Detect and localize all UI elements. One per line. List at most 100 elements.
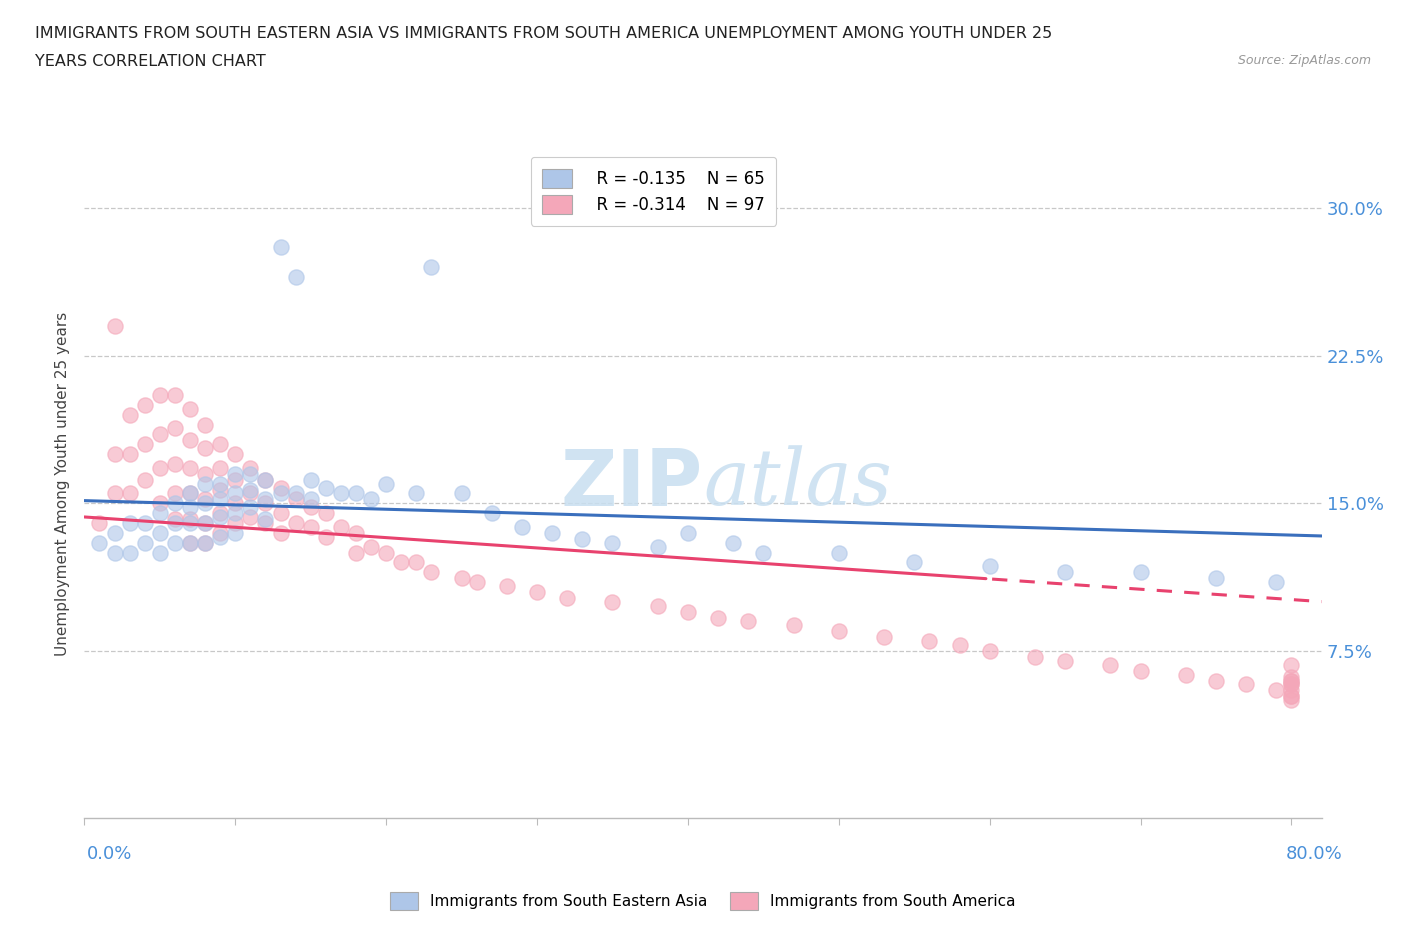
- Point: [782, 618, 804, 632]
- Point: [209, 492, 232, 507]
- Point: [1054, 654, 1077, 669]
- Point: [179, 499, 201, 514]
- Point: [284, 270, 307, 285]
- Point: [752, 545, 775, 560]
- Point: [420, 259, 443, 274]
- Point: [134, 437, 156, 452]
- Point: [209, 525, 232, 540]
- Point: [1281, 683, 1303, 698]
- Point: [209, 437, 232, 452]
- Point: [149, 460, 172, 475]
- Point: [360, 539, 382, 554]
- Point: [1174, 667, 1197, 682]
- Legend: Immigrants from South Eastern Asia, Immigrants from South America: Immigrants from South Eastern Asia, Immi…: [382, 884, 1024, 918]
- Point: [299, 492, 322, 507]
- Point: [118, 515, 141, 530]
- Point: [254, 512, 277, 526]
- Point: [179, 536, 201, 551]
- Point: [903, 555, 925, 570]
- Point: [329, 520, 352, 535]
- Point: [465, 575, 488, 590]
- Point: [163, 421, 186, 436]
- Point: [450, 486, 472, 501]
- Point: [707, 610, 730, 625]
- Point: [224, 496, 246, 511]
- Point: [602, 594, 624, 609]
- Point: [344, 525, 367, 540]
- Point: [239, 482, 262, 497]
- Point: [179, 515, 201, 530]
- Point: [239, 499, 262, 514]
- Point: [118, 446, 141, 461]
- Point: [239, 466, 262, 481]
- Point: [526, 584, 548, 599]
- Point: [270, 240, 292, 255]
- Point: [103, 486, 125, 501]
- Point: [103, 545, 125, 560]
- Point: [284, 492, 307, 507]
- Point: [270, 525, 292, 540]
- Point: [270, 480, 292, 495]
- Point: [270, 486, 292, 501]
- Point: [209, 460, 232, 475]
- Point: [149, 427, 172, 442]
- Point: [1129, 565, 1152, 579]
- Point: [1265, 575, 1288, 590]
- Point: [299, 472, 322, 487]
- Point: [375, 545, 398, 560]
- Point: [721, 536, 744, 551]
- Point: [420, 565, 443, 579]
- Text: ZIP: ZIP: [561, 445, 703, 522]
- Point: [1281, 693, 1303, 708]
- Point: [1129, 663, 1152, 678]
- Point: [1024, 649, 1046, 664]
- Point: [194, 492, 217, 507]
- Point: [389, 555, 412, 570]
- Text: 80.0%: 80.0%: [1286, 844, 1343, 863]
- Point: [163, 457, 186, 472]
- Point: [571, 531, 593, 546]
- Point: [1281, 689, 1303, 704]
- Point: [224, 506, 246, 521]
- Point: [209, 510, 232, 525]
- Point: [873, 630, 896, 644]
- Point: [299, 499, 322, 514]
- Point: [510, 520, 533, 535]
- Point: [979, 644, 1001, 658]
- Point: [1281, 673, 1303, 688]
- Point: [1281, 677, 1303, 692]
- Point: [676, 525, 699, 540]
- Point: [224, 446, 246, 461]
- Point: [118, 545, 141, 560]
- Point: [209, 529, 232, 544]
- Point: [284, 486, 307, 501]
- Point: [134, 397, 156, 412]
- Point: [194, 441, 217, 456]
- Point: [1234, 677, 1257, 692]
- Point: [239, 486, 262, 501]
- Point: [89, 536, 111, 551]
- Point: [163, 536, 186, 551]
- Point: [979, 559, 1001, 574]
- Point: [1281, 689, 1303, 704]
- Point: [179, 402, 201, 417]
- Point: [1281, 658, 1303, 672]
- Point: [495, 578, 517, 593]
- Point: [194, 536, 217, 551]
- Point: [103, 319, 125, 334]
- Point: [134, 515, 156, 530]
- Point: [737, 614, 759, 629]
- Point: [194, 515, 217, 530]
- Point: [163, 496, 186, 511]
- Point: [602, 536, 624, 551]
- Point: [209, 482, 232, 497]
- Point: [405, 486, 427, 501]
- Point: [239, 460, 262, 475]
- Point: [118, 407, 141, 422]
- Point: [179, 512, 201, 526]
- Point: [254, 515, 277, 530]
- Point: [194, 496, 217, 511]
- Point: [149, 506, 172, 521]
- Point: [344, 486, 367, 501]
- Point: [224, 466, 246, 481]
